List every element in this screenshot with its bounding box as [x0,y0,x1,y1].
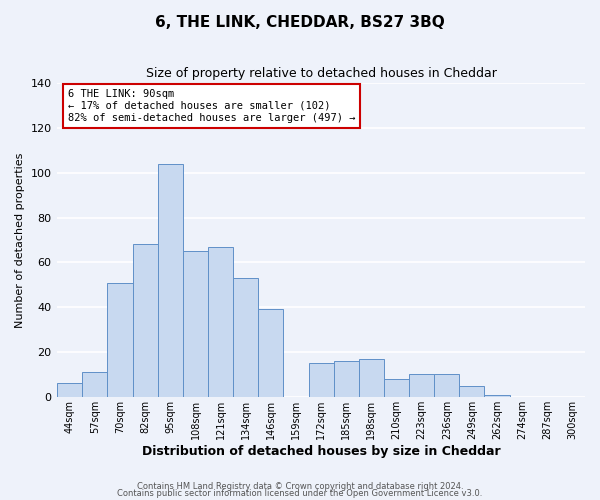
Bar [133,244,158,397]
Bar [359,358,384,397]
Text: Contains HM Land Registry data © Crown copyright and database right 2024.: Contains HM Land Registry data © Crown c… [137,482,463,491]
Bar [208,246,233,397]
Bar [57,384,82,397]
Text: Contains public sector information licensed under the Open Government Licence v3: Contains public sector information licen… [118,489,482,498]
Text: 6, THE LINK, CHEDDAR, BS27 3BQ: 6, THE LINK, CHEDDAR, BS27 3BQ [155,15,445,30]
Bar [107,282,133,397]
Bar [460,386,484,397]
Bar [434,374,460,397]
Bar [183,251,208,397]
Bar [308,363,334,397]
X-axis label: Distribution of detached houses by size in Cheddar: Distribution of detached houses by size … [142,444,500,458]
Title: Size of property relative to detached houses in Cheddar: Size of property relative to detached ho… [146,68,497,80]
Bar [384,379,409,397]
Bar [258,310,283,397]
Bar [158,164,183,397]
Y-axis label: Number of detached properties: Number of detached properties [15,152,25,328]
Bar [82,372,107,397]
Bar [484,394,509,397]
Bar [409,374,434,397]
Text: 6 THE LINK: 90sqm
← 17% of detached houses are smaller (102)
82% of semi-detache: 6 THE LINK: 90sqm ← 17% of detached hous… [68,90,355,122]
Bar [233,278,258,397]
Bar [334,361,359,397]
